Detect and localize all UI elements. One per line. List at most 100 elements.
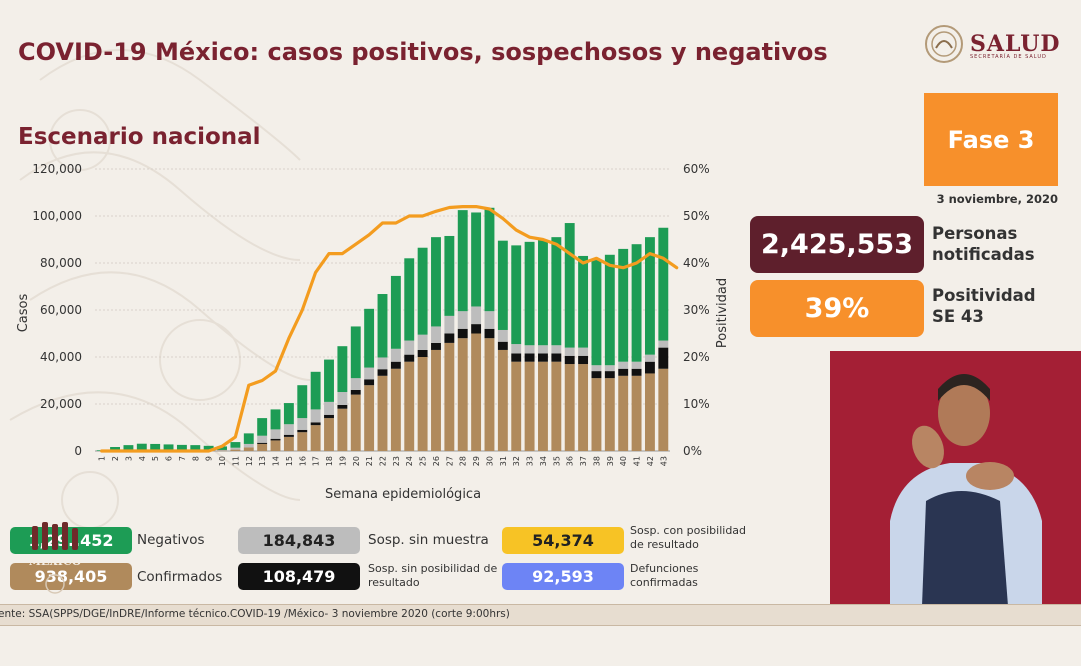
bar-segment (644, 361, 655, 374)
bar-segment (578, 347, 589, 356)
bar-segment (444, 342, 455, 451)
interpreter-figure (830, 351, 1081, 606)
bar-segment (297, 432, 308, 451)
x-tick-label: 28 (459, 456, 468, 466)
bar-segment (337, 404, 348, 409)
bar-segment (390, 368, 401, 451)
bar-segment (578, 255, 589, 348)
x-tick-label: 30 (485, 456, 494, 466)
bar-segment (203, 445, 214, 451)
page-title: COVID-19 México: casos positivos, sospec… (18, 38, 828, 66)
y2-tick-label: 40% (683, 256, 710, 270)
bar-segment (283, 403, 294, 425)
x-tick-label: 42 (646, 456, 655, 466)
bar-segment (551, 345, 562, 354)
bar-segment (538, 361, 548, 451)
y2-tick-label: 10% (683, 397, 710, 411)
x-tick-label: 16 (298, 456, 307, 466)
bar-segment (551, 353, 562, 362)
logo-text: SALUD (970, 31, 1061, 57)
legend-sosp-sin-posibilidad-text: Sosp. sin posibilidad de resultado (368, 562, 498, 589)
x-tick-label: 41 (633, 456, 642, 466)
x-tick-label: 10 (218, 456, 227, 466)
bar-segment (310, 409, 321, 423)
x-tick-label: 13 (258, 456, 267, 466)
bar-segment (417, 349, 428, 357)
chart-bars (96, 207, 669, 452)
bar-segment (564, 223, 575, 348)
bar-segment (618, 361, 629, 369)
salud-logo: SALUD SECRETARÍA DE SALUD (924, 24, 1061, 64)
bar-segment (551, 361, 562, 451)
bar-segment (217, 450, 227, 452)
bar-segment (511, 361, 522, 451)
bar-segment (390, 275, 401, 349)
x-tick-label: 21 (365, 456, 374, 466)
bar-segment (564, 364, 575, 451)
bar-segment (484, 338, 495, 451)
x-tick-label: 35 (552, 456, 561, 466)
bar-segment (390, 348, 401, 362)
bar-segment (310, 422, 321, 426)
bar-segment (417, 357, 428, 451)
bar-segment (444, 315, 455, 334)
fase-badge: Fase 3 (924, 93, 1058, 186)
legend-confirmados-label: Confirmados (137, 569, 223, 585)
x-axis-label: Semana epidemiológica (325, 487, 481, 502)
bar-segment (578, 364, 589, 451)
bar-segment (444, 333, 455, 343)
x-tick-label: 9 (205, 456, 214, 461)
bar-segment (337, 392, 348, 405)
bar-segment (257, 442, 268, 444)
bar-segment (591, 259, 602, 366)
bar-segment (243, 433, 254, 444)
legend-sosp-sin-muestra-value: 184,843 (238, 527, 360, 554)
bar-segment (591, 365, 602, 372)
background-pattern (9, 49, 311, 529)
bar-segment (176, 444, 187, 451)
x-tick-label: 31 (499, 456, 508, 466)
logo-subtext: SECRETARÍA DE SALUD (970, 54, 1047, 60)
bar-segment (324, 401, 334, 415)
bar-segment (377, 294, 388, 358)
x-tick-label: 15 (285, 456, 294, 466)
bar-segment (604, 365, 615, 372)
x-tick-label: 12 (245, 456, 254, 466)
chart-positivity-line (100, 205, 679, 453)
bar-segment (283, 434, 294, 437)
bar-segment (644, 354, 655, 362)
x-tick-label: 6 (165, 456, 174, 461)
x-tick-label: 22 (379, 456, 388, 466)
x-tick-label: 18 (325, 456, 334, 466)
bar-segment (243, 443, 254, 448)
bar-segment (136, 443, 147, 450)
report-date: 3 noviembre, 2020 (936, 192, 1058, 206)
y2-tick-label: 60% (683, 162, 710, 176)
y-tick-label: 80,000 (40, 256, 82, 270)
bar-segment (524, 241, 535, 346)
x-tick-label: 20 (352, 456, 361, 466)
bar-segment (644, 373, 655, 451)
personas-notificadas-label: Personas notificadas (932, 223, 1062, 265)
bar-segment (564, 355, 575, 365)
y-tick-label: 40,000 (40, 350, 82, 364)
bar-segment (364, 379, 375, 386)
y-tick-label: 0 (74, 444, 82, 458)
bar-segment (324, 414, 334, 419)
x-tick-label: 26 (432, 456, 441, 466)
bar-segment (497, 341, 508, 350)
bar-segment (484, 311, 495, 329)
bar-segment (471, 333, 482, 451)
x-tick-label: 27 (445, 456, 454, 466)
bar-segment (604, 371, 615, 379)
bar-segment (631, 244, 642, 362)
y2-tick-label: 50% (683, 209, 710, 223)
bar-segment (324, 359, 334, 402)
bar-segment (484, 328, 495, 339)
legend-confirmados-value: 938,405 (10, 563, 132, 590)
bar-segment (190, 445, 201, 451)
bar-segment (524, 345, 535, 354)
bar-segment (283, 436, 294, 451)
legend-defunciones-value: 92,593 (502, 563, 624, 590)
bar-segment (431, 237, 441, 327)
